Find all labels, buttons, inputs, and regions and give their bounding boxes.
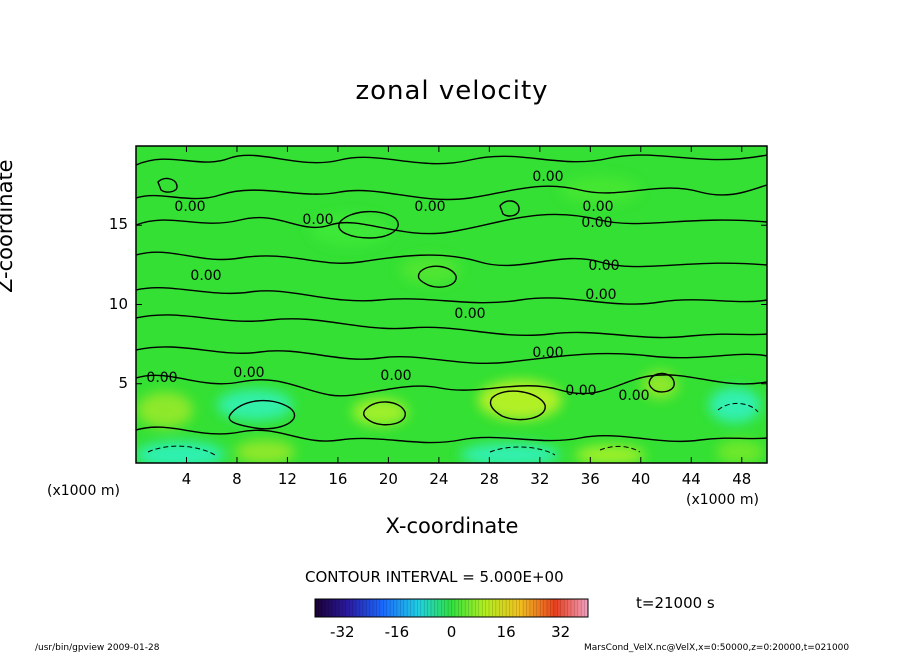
y-tick-label: 15 [108, 215, 128, 234]
y-tick-label: 5 [118, 373, 128, 392]
negative-contours [147, 403, 759, 456]
x-axis-label: X-coordinate [385, 514, 519, 538]
colorbar-tick-label: 16 [496, 623, 516, 641]
colorbar-stripes [318, 599, 585, 617]
contour-label: 0.00 [585, 287, 616, 303]
contour-label: 0.00 [454, 306, 485, 322]
contour-label: 0.00 [532, 169, 563, 185]
y-axis-label: Z-coordinate [0, 159, 18, 293]
x-tick-label: 44 [681, 470, 701, 488]
x-tick-label: 48 [732, 470, 752, 488]
contour-label: 0.00 [581, 215, 612, 231]
contour-label: 0.00 [380, 368, 411, 384]
contour-label: 0.00 [233, 365, 264, 381]
heatmap-field [136, 146, 767, 463]
x-tick-label: 36 [580, 470, 600, 488]
colorbar [314, 598, 589, 618]
x-tick-marks [185, 146, 743, 463]
contour-label: 0.00 [618, 388, 649, 404]
x-tick-label: 40 [631, 470, 651, 488]
colorbar-tick-label: -16 [384, 623, 410, 641]
x-tick-label: 24 [429, 470, 449, 488]
contour-label: 0.00 [302, 212, 333, 228]
contour-label: 0.00 [414, 199, 445, 215]
x-unit-label-left: (x1000 m) [47, 483, 120, 499]
contour-label: 0.00 [190, 268, 221, 284]
contour-label: 0.00 [146, 370, 177, 386]
time-label: t=21000 s [636, 594, 715, 612]
x-tick-label: 32 [530, 470, 550, 488]
contour-label-layer: 0.000.000.000.000.000.000.000.000.000.00… [146, 169, 649, 404]
contour-label: 0.00 [532, 345, 563, 361]
contour-label: 0.00 [565, 383, 596, 399]
chart-title: zonal velocity [355, 76, 549, 106]
contour-lines [136, 154, 767, 444]
colorbar-tick-label: 32 [551, 623, 571, 641]
colorbar-tick-label: 0 [446, 623, 457, 641]
contour-label: 0.00 [582, 199, 613, 215]
footer-left: /usr/bin/gpview 2009-01-28 [35, 643, 160, 653]
contour-label: 0.00 [174, 199, 205, 215]
x-tick-label: 12 [277, 470, 297, 488]
x-tick-label: 8 [232, 470, 242, 488]
colorbar-tick-label: -32 [330, 623, 355, 641]
x-tick-label: 28 [479, 470, 499, 488]
x-tick-label: 4 [181, 470, 192, 488]
contour-label: 0.00 [588, 258, 619, 274]
x-tick-label: 16 [328, 470, 348, 488]
y-tick-label: 10 [108, 294, 128, 313]
y-tick-marks [136, 224, 767, 385]
x-tick-label: 20 [378, 470, 398, 488]
footer-right: MarsCond_VelX.nc@VelX,x=0:50000,z=0:2000… [584, 643, 850, 653]
contour-interval: CONTOUR INTERVAL = 5.000E+00 [305, 568, 564, 586]
x-unit-label-right: (x1000 m) [686, 492, 759, 508]
